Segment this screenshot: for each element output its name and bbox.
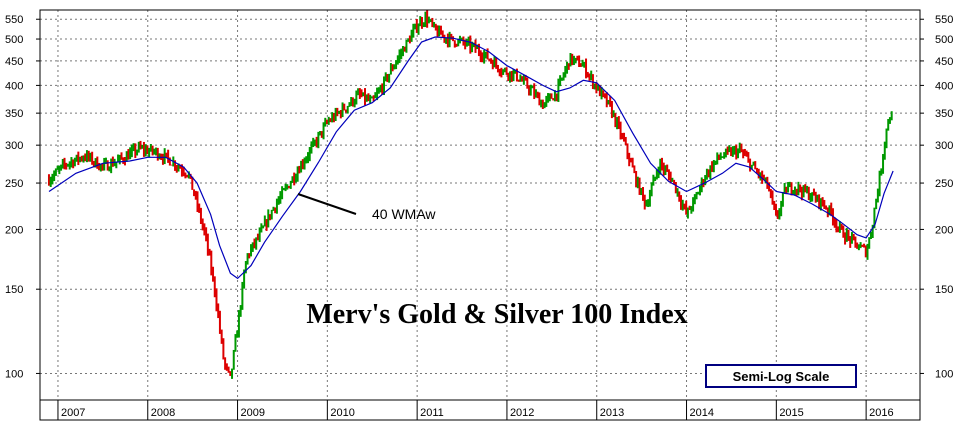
y-tick-label-left: 450: [5, 56, 23, 68]
x-tick-label: 2009: [241, 407, 265, 419]
ma-annotation: 40 WMAw: [297, 193, 436, 222]
x-tick-label: 2015: [779, 407, 803, 419]
y-tick-label-left: 250: [5, 178, 23, 190]
scale-note-box: Semi-Log Scale: [705, 364, 857, 388]
y-tick-label-right: 550: [935, 14, 953, 26]
y-tick-label-left: 550: [5, 14, 23, 26]
x-tick-label: 2012: [510, 407, 534, 419]
y-tick-label-left: 200: [5, 224, 23, 236]
annotation-label: 40 WMAw: [372, 206, 436, 222]
scale-note-label: Semi-Log Scale: [733, 369, 830, 384]
y-axis-ticks: 100 100 150 150 200 200 250 250 300 300 350 350 400 4…: [5, 14, 953, 380]
y-tick-label-left: 400: [5, 80, 23, 92]
x-axis-band: [39, 399, 921, 421]
y-tick-label-left: 350: [5, 108, 23, 120]
x-tick-label: 2016: [869, 407, 893, 419]
x-tick-label: 2014: [690, 407, 714, 419]
y-tick-label-right: 200: [935, 224, 953, 236]
x-tick-label: 2011: [420, 407, 444, 419]
y-tick-label-right: 500: [935, 34, 953, 46]
y-tick-label-left: 300: [5, 140, 23, 152]
x-axis-ticks: 2007 2008 2009 2010 2011 2012 2013 2014 2015 2016: [57, 400, 894, 420]
y-tick-label-right: 300: [935, 140, 953, 152]
x-tick-label: 2010: [330, 407, 354, 419]
y-tick-label-left: 150: [5, 284, 23, 296]
price-bars: [47, 10, 893, 379]
x-tick-label: 2007: [61, 407, 85, 419]
y-tick-label-right: 400: [935, 80, 953, 92]
moving-average-line: [48, 36, 894, 280]
plot-frame: [39, 9, 921, 421]
y-tick-label-right: 100: [935, 368, 953, 380]
chart-title: Merv's Gold & Silver 100 Index: [306, 299, 687, 330]
y-tick-label-right: 250: [935, 178, 953, 190]
scale-note-frame: [705, 364, 857, 388]
x-tick-label: 2013: [600, 407, 624, 419]
x-tick-label: 2008: [151, 407, 175, 419]
y-tick-label-left: 500: [5, 34, 23, 46]
y-tick-label-right: 150: [935, 284, 953, 296]
y-tick-label-right: 450: [935, 56, 953, 68]
y-tick-label-left: 100: [5, 368, 23, 380]
y-tick-label-right: 350: [935, 108, 953, 120]
moving-average-layer: [48, 36, 894, 280]
annotation-pointer: [297, 193, 357, 215]
